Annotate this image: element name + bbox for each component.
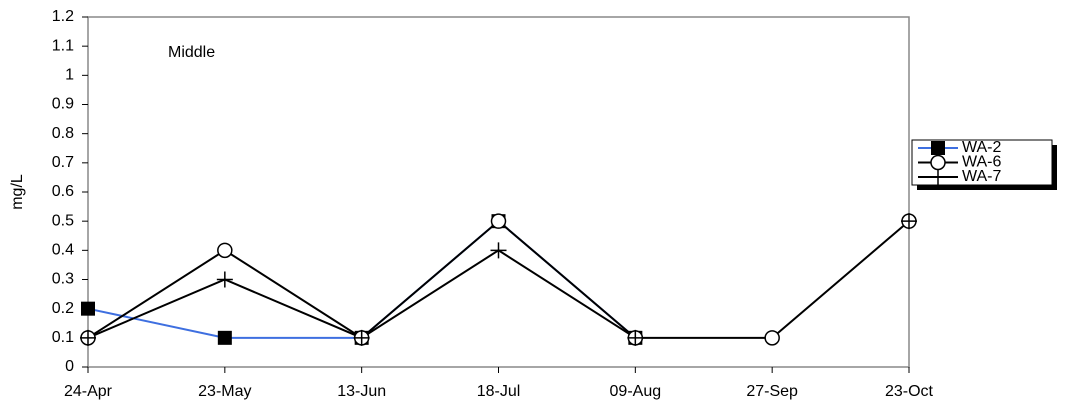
point-marker: [81, 301, 95, 316]
y-tick-label: 0.1: [52, 329, 74, 346]
series-line: [87, 219, 910, 340]
legend-label: WA-2: [962, 139, 1002, 156]
point-marker: [216, 271, 233, 288]
y-tick-label: 0.6: [52, 183, 74, 200]
y-tick-label: 0.4: [52, 242, 74, 259]
point-marker: [627, 329, 644, 346]
point-marker: [490, 213, 507, 229]
y-tick-label: 0.5: [52, 212, 74, 229]
point-marker: [901, 213, 917, 230]
legend-label: WA-6: [962, 154, 1002, 171]
y-tick-label: 0: [65, 358, 74, 375]
x-tick-label: 13-Jun: [337, 383, 386, 400]
legend-label: WA-7: [962, 168, 1002, 185]
x-tick-label: 23-Oct: [885, 383, 934, 400]
y-tick-label: 0.8: [52, 125, 74, 142]
x-tick-label: 09-Aug: [610, 383, 662, 400]
legend-marker: [931, 141, 945, 155]
point-marker: [217, 242, 233, 259]
y-tick-label: 1.2: [52, 8, 74, 25]
y-tick-label: 0.9: [52, 96, 74, 113]
y-tick-label: 1.1: [52, 37, 74, 54]
point-marker: [490, 242, 507, 259]
legend-marker: [930, 154, 946, 171]
point-marker: [217, 330, 232, 345]
chart-title: Middle: [168, 44, 215, 61]
point-marker: [353, 329, 370, 346]
x-tick-label: 23-May: [198, 383, 251, 400]
x-tick-label: 27-Sep: [746, 383, 798, 400]
y-tick-label: 0.7: [52, 154, 74, 171]
x-tick-label: 18-Jul: [477, 383, 521, 400]
series-line: [87, 219, 636, 339]
y-tick-label: 0.2: [52, 300, 74, 317]
point-marker: [764, 330, 780, 346]
plot-area: [87, 16, 910, 368]
point-marker: [80, 329, 96, 346]
y-axis-label: mg/L: [9, 174, 26, 210]
y-tick-label: 0.3: [52, 271, 74, 288]
x-tick-label: 24-Apr: [64, 383, 113, 400]
y-tick-label: 1: [65, 67, 74, 84]
legend-marker: [930, 169, 946, 185]
series-line: [87, 249, 636, 339]
